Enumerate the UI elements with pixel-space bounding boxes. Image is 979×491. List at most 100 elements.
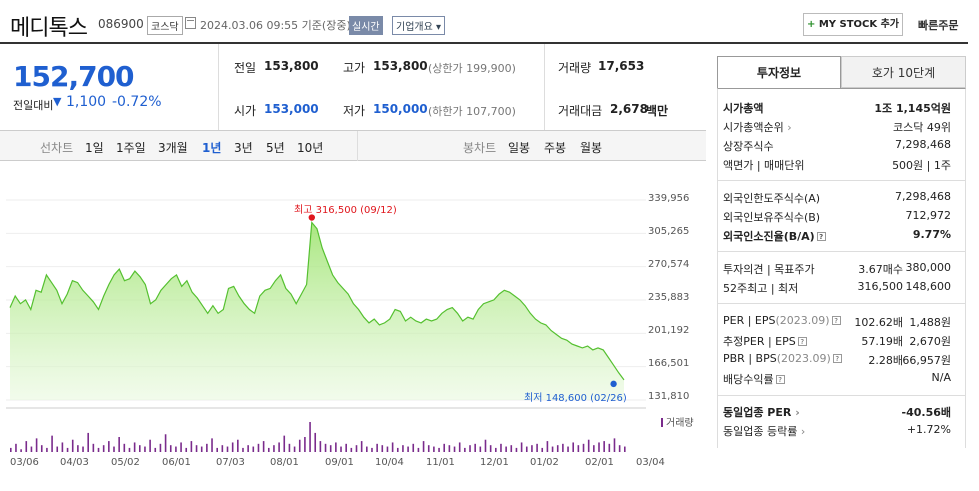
market-cap-value: 1조 1,145억원 — [874, 102, 951, 115]
lower-limit: (하한가 107,700) — [428, 105, 516, 118]
volume-bar — [371, 447, 373, 452]
high52-value: 316,500 — [857, 280, 904, 293]
low-annotation: 최저 148,600 (02/26) — [524, 393, 627, 404]
volume-bar — [113, 446, 115, 452]
volume-bar — [262, 441, 265, 452]
price-area — [10, 222, 624, 400]
volume-bar — [61, 442, 64, 452]
volume-bar — [159, 443, 162, 452]
volume-bar — [366, 446, 368, 452]
high-label: 고가 — [343, 61, 366, 75]
opinion-value: 3.67매수 — [858, 263, 903, 276]
volume-bar — [77, 445, 79, 452]
down-arrow-icon: ▼ — [53, 95, 62, 108]
chevron-right-icon: › — [800, 425, 806, 438]
volume-bar — [149, 439, 151, 452]
tab-1y[interactable]: 1년 — [202, 141, 222, 155]
volume-bar — [515, 447, 518, 452]
help-icon[interactable]: ? — [831, 316, 841, 325]
x-tick: 12/01 — [480, 457, 509, 468]
market-cap-label: 시가총액 — [723, 102, 764, 115]
volume-bar — [20, 449, 22, 452]
sector-per-label[interactable]: 동일업종 PER › — [723, 406, 800, 419]
volume-bar — [458, 442, 461, 452]
target-price-value: 380,000 — [905, 261, 952, 274]
volume-bar — [66, 447, 69, 452]
est-per-label: 추정PER | EPS? — [723, 333, 807, 349]
volume-bar — [123, 443, 126, 452]
volume-bar — [433, 446, 435, 452]
realtime-badge[interactable]: 실시간 — [349, 16, 383, 35]
tab-daily[interactable]: 일봉 — [508, 141, 531, 155]
volume-bar — [15, 443, 17, 452]
divider — [717, 303, 966, 304]
help-icon[interactable]: ? — [816, 232, 826, 241]
volume-bar — [154, 447, 157, 452]
current-price: 152,700 — [13, 60, 135, 93]
volume-bar — [350, 447, 353, 452]
volume-bar — [35, 438, 38, 452]
volume-bar — [25, 441, 28, 452]
quick-order-button[interactable]: 빠른주문 — [918, 19, 959, 32]
volume-bar — [422, 441, 425, 452]
calendar-icon — [185, 17, 196, 29]
volume-bar — [10, 447, 12, 452]
foreign-hold-label: 외국인보유주식수(B) — [723, 211, 821, 224]
volume-bar — [402, 445, 404, 452]
add-my-stock-button[interactable]: + MY STOCK 추가 — [803, 13, 903, 36]
help-icon[interactable]: ? — [797, 337, 807, 346]
sector-per-value: -40.56배 — [901, 406, 951, 419]
volume-bar — [298, 439, 301, 452]
tab-1d[interactable]: 1일 — [85, 141, 104, 155]
open-label: 시가 — [234, 104, 257, 118]
est-per-value: 57.19배 — [861, 335, 903, 348]
tab-monthly[interactable]: 월봉 — [580, 141, 603, 155]
volume-bar — [102, 445, 105, 452]
sector-change-label[interactable]: 동일업종 등락률 › — [723, 425, 806, 438]
volume-bar — [391, 442, 394, 452]
high-annotation: 최고 316,500 (09/12) — [294, 205, 397, 216]
volume-bar — [267, 447, 270, 452]
shares-value: 7,298,468 — [895, 138, 951, 151]
volume-bar — [613, 438, 616, 452]
volume-bar — [108, 441, 110, 452]
volume-bar — [185, 447, 188, 452]
x-tick: 05/02 — [111, 457, 140, 468]
volume-bar — [92, 443, 95, 452]
tab-weekly[interactable]: 주봉 — [544, 141, 567, 155]
volume-bar — [407, 446, 409, 452]
volume-bar — [546, 441, 549, 452]
change-percent: -0.72% — [112, 94, 162, 110]
change-label: 전일대비 — [13, 99, 54, 112]
stock-name: 메디톡스 — [10, 16, 88, 41]
volume-bar — [283, 435, 286, 452]
price-chart[interactable] — [6, 190, 646, 460]
tab-10y[interactable]: 10년 — [297, 141, 324, 155]
volume-bar — [593, 445, 595, 452]
y-tick: 339,956 — [648, 193, 690, 204]
tab-3m[interactable]: 3개월 — [158, 141, 188, 155]
volume-bar — [582, 443, 585, 452]
tab-investment-info[interactable]: 투자정보 — [717, 56, 841, 88]
volume-bar — [562, 443, 564, 452]
chevron-right-icon: › — [787, 121, 792, 134]
help-icon[interactable]: ? — [775, 375, 785, 384]
market-cap-rank-label[interactable]: 시가총액순위 › — [723, 121, 792, 134]
tab-order-book[interactable]: 호가 10단계 — [841, 56, 966, 88]
divider — [717, 251, 966, 252]
tab-5y[interactable]: 5년 — [266, 141, 285, 155]
volume-bar — [231, 442, 234, 452]
volume-bar — [536, 443, 538, 452]
tab-3y[interactable]: 3년 — [234, 141, 253, 155]
company-overview-dropdown[interactable]: 기업개요 ▾ — [392, 16, 446, 35]
volume-bar — [324, 443, 327, 452]
divider — [544, 44, 545, 130]
investment-info-panel — [717, 88, 966, 448]
par-value: 500원 | 1주 — [892, 159, 951, 172]
tab-1w[interactable]: 1주일 — [116, 141, 146, 155]
pbr-value: 2.28배 — [868, 354, 903, 367]
volume-bar — [567, 446, 569, 452]
volume-bar — [97, 447, 100, 452]
help-icon[interactable]: ? — [832, 354, 842, 363]
volume-bar — [438, 447, 440, 452]
